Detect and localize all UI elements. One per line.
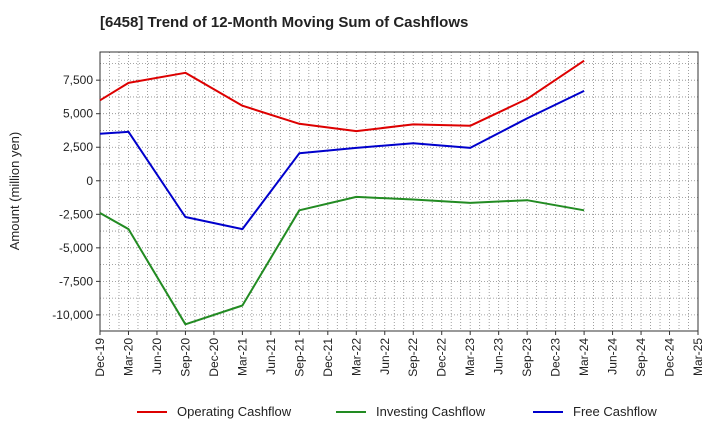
y-tick-label: -2,500	[59, 207, 93, 221]
legend-item-investing-cashflow: Investing Cashflow	[336, 404, 485, 419]
x-tick-label: Dec-21	[321, 338, 335, 377]
x-tick-label: Sep-20	[178, 338, 192, 377]
x-tick-label: Jun-20	[150, 338, 164, 375]
x-tick-label: Dec-22	[435, 338, 449, 377]
legend: Operating Cashflow Investing Cashflow Free…	[0, 404, 720, 428]
x-tick-label: Jun-23	[492, 338, 506, 375]
x-tick-label: Dec-24	[663, 338, 677, 377]
x-tick-label: Mar-21	[235, 338, 249, 376]
x-tick-label: Sep-21	[292, 338, 306, 377]
x-tick-label: Jun-24	[606, 338, 620, 375]
y-axis-title: Amount (million yen)	[7, 132, 22, 251]
legend-swatch	[533, 410, 563, 413]
legend-label: Investing Cashflow	[376, 404, 486, 419]
x-tick-label: Mar-24	[577, 338, 591, 376]
x-tick-label: Jun-22	[378, 338, 392, 375]
legend-swatch	[336, 410, 366, 413]
legend-item-operating-cashflow: Operating Cashflow	[137, 404, 291, 419]
x-tick-label: Dec-23	[549, 338, 563, 377]
y-tick-label: 2,500	[63, 140, 93, 154]
x-tick-label: Mar-25	[691, 338, 705, 376]
y-tick-label: 5,000	[63, 107, 93, 121]
x-tick-label: Dec-19	[93, 338, 107, 377]
x-tick-label: Mar-23	[463, 338, 477, 376]
x-tick-label: Sep-23	[520, 338, 534, 377]
y-tick-label: 7,500	[63, 73, 93, 87]
y-tick-label: -10,000	[52, 308, 93, 322]
y-axis-ticks: 7,500 5,000 2,500 0 -2,500 -5,000 -7,500 -10,00…	[52, 73, 100, 322]
x-tick-label: Dec-20	[207, 338, 221, 377]
free-cashflow-line	[99, 89, 585, 231]
x-tick-label: Jun-21	[264, 338, 278, 375]
y-tick-label: 0	[86, 174, 93, 188]
legend-label: Free Cashflow	[573, 404, 657, 419]
x-tick-label: Sep-22	[406, 338, 420, 377]
plot-frame	[99, 51, 699, 332]
operating-cashflow-line	[99, 59, 585, 133]
legend-item-free-cashflow: Free Cashflow	[533, 404, 657, 419]
investing-cashflow-line	[99, 195, 585, 326]
legend-swatch	[137, 410, 167, 413]
chart-title: [6458] Trend of 12-Month Moving Sum of C…	[100, 14, 469, 31]
series-lines	[99, 59, 585, 326]
y-tick-label: -5,000	[59, 241, 93, 255]
plot-background	[100, 52, 698, 331]
x-axis-ticks: Dec-19 Mar-20 Jun-20 Sep-20 Dec-20 Mar-21 Jun-…	[93, 331, 705, 377]
x-tick-label: Mar-22	[349, 338, 363, 376]
x-tick-label: Sep-24	[634, 338, 648, 377]
y-tick-label: -7,500	[59, 274, 93, 288]
x-tick-label: Mar-20	[121, 338, 135, 376]
legend-label: Operating Cashflow	[177, 404, 292, 419]
